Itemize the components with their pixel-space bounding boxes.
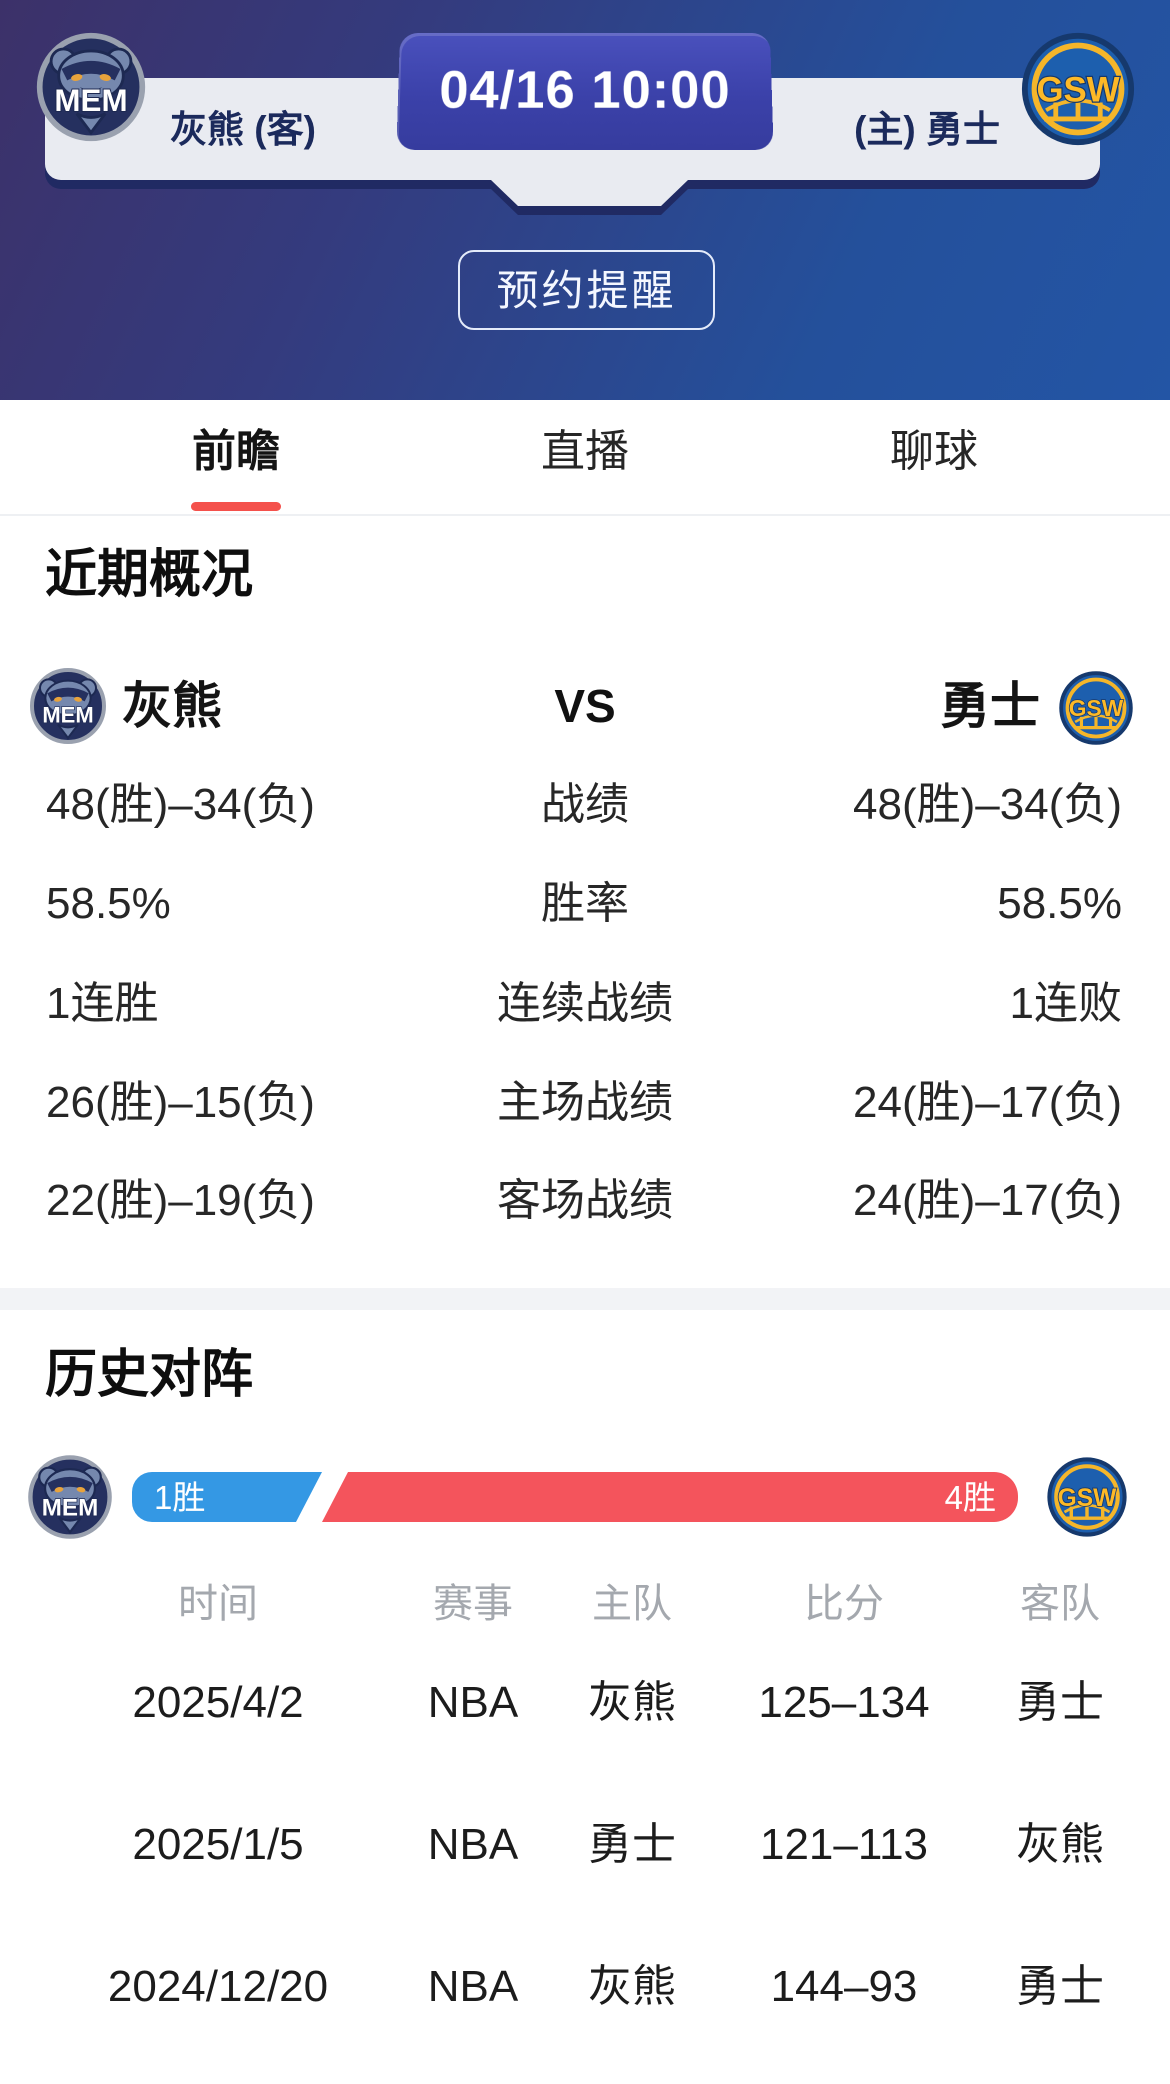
home-home-record: 24(胜)–17(负) — [853, 1078, 1122, 1127]
h2h-table-header: 时间 赛事 主队 比分 客队 — [60, 1574, 1126, 1634]
match-event: NBA — [427, 1962, 519, 2011]
table-row: 2024/12/20 NBA 灰熊 144–93 勇士 — [60, 1957, 1126, 2017]
match-date: 2025/1/5 — [132, 1820, 304, 1869]
home-winrate: 58.5% — [997, 879, 1122, 928]
away-away-record: 22(胜)–19(负) — [46, 1176, 315, 1225]
col-header-score: 比分 — [804, 1582, 884, 1626]
active-tab-underline — [191, 502, 281, 511]
h2h-bar-graphic — [132, 1472, 1018, 1522]
match-away: 勇士 — [1016, 1678, 1104, 1727]
history-section-title: 历史对阵 — [45, 1346, 254, 1404]
away-team-label: 灰熊 (客) — [170, 109, 316, 150]
stat-row-winrate: 58.5% 胜率 58.5% — [0, 874, 1170, 934]
match-datetime: 04/16 10:00 — [438, 61, 732, 121]
overview-section-title: 近期概况 — [45, 546, 254, 604]
home-team-label: (主) 勇士 — [854, 109, 1000, 150]
match-home: 灰熊 — [588, 1678, 676, 1727]
home-record: 48(胜)–34(负) — [853, 780, 1122, 829]
match-date: 2025/4/2 — [132, 1678, 304, 1727]
stat-row-away-record: 22(胜)–19(负) 客场战绩 24(胜)–17(负) — [0, 1171, 1170, 1231]
table-row: 2025/4/2 NBA 灰熊 125–134 勇士 — [60, 1673, 1126, 1733]
match-event: NBA — [427, 1678, 519, 1727]
col-header-home: 主队 — [592, 1582, 672, 1626]
tab-live[interactable]: 直播 — [541, 427, 629, 476]
match-home: 勇士 — [588, 1820, 676, 1869]
h2h-wins-bar: 1胜 4胜 — [132, 1472, 1018, 1522]
match-score: 125–134 — [758, 1678, 930, 1727]
home-team-logo-gsw-icon — [1020, 31, 1136, 147]
h2h-away-logo-mem-icon — [26, 1453, 114, 1541]
match-score: 121–113 — [759, 1820, 929, 1869]
table-row: 2025/1/5 NBA 勇士 121–113 灰熊 — [60, 1815, 1126, 1875]
tab-bar: 前瞻 直播 聊球 — [0, 400, 1170, 516]
overview-home-logo-gsw-icon — [1058, 670, 1134, 746]
tabbar-divider — [0, 514, 1170, 516]
overview-away-team-name: 灰熊 — [122, 678, 222, 734]
home-wins-label: 4胜 — [944, 1479, 996, 1516]
tab-preview[interactable]: 前瞻 — [192, 427, 280, 476]
tab-chat[interactable]: 聊球 — [890, 427, 978, 476]
col-header-away: 客队 — [1020, 1582, 1100, 1626]
home-record-label: 主场战绩 — [497, 1078, 673, 1127]
streak-label: 连续战绩 — [497, 979, 673, 1028]
match-away: 勇士 — [1016, 1962, 1104, 2011]
away-record-label: 客场战绩 — [497, 1176, 673, 1225]
away-record: 48(胜)–34(负) — [46, 780, 315, 829]
away-home-record: 26(胜)–15(负) — [46, 1078, 315, 1127]
home-away-record: 24(胜)–17(负) — [853, 1176, 1122, 1225]
away-streak: 1连胜 — [46, 979, 159, 1028]
away-team-logo-mem-icon — [34, 30, 148, 144]
match-datetime-badge: 04/16 10:00 — [396, 33, 774, 150]
away-winrate: 58.5% — [46, 879, 171, 928]
stat-row-record: 48(胜)–34(负) 战绩 48(胜)–34(负) — [0, 775, 1170, 835]
match-header: 灰熊 (客) (主) 勇士 04/16 10:00 预约提醒 — [0, 0, 1170, 400]
col-header-event: 赛事 — [433, 1582, 513, 1626]
section-divider — [0, 1288, 1170, 1310]
match-away: 灰熊 — [1016, 1820, 1104, 1869]
overview-home-team-name: 勇士 — [940, 678, 1040, 734]
reserve-reminder-button[interactable]: 预约提醒 — [458, 250, 715, 330]
col-header-time: 时间 — [178, 1582, 258, 1626]
match-home: 灰熊 — [588, 1962, 676, 2011]
h2h-home-logo-gsw-icon — [1046, 1456, 1128, 1538]
match-score: 144–93 — [770, 1962, 918, 2011]
winrate-label: 胜率 — [541, 879, 629, 928]
record-label: 战绩 — [541, 780, 629, 829]
stat-row-home-record: 26(胜)–15(负) 主场战绩 24(胜)–17(负) — [0, 1073, 1170, 1133]
match-date: 2024/12/20 — [107, 1962, 329, 2011]
home-streak: 1连败 — [1009, 979, 1122, 1028]
vs-label: VS — [554, 680, 616, 732]
match-event: NBA — [427, 1820, 519, 1869]
stat-row-streak: 1连胜 连续战绩 1连败 — [0, 974, 1170, 1034]
away-wins-label: 1胜 — [154, 1479, 206, 1516]
